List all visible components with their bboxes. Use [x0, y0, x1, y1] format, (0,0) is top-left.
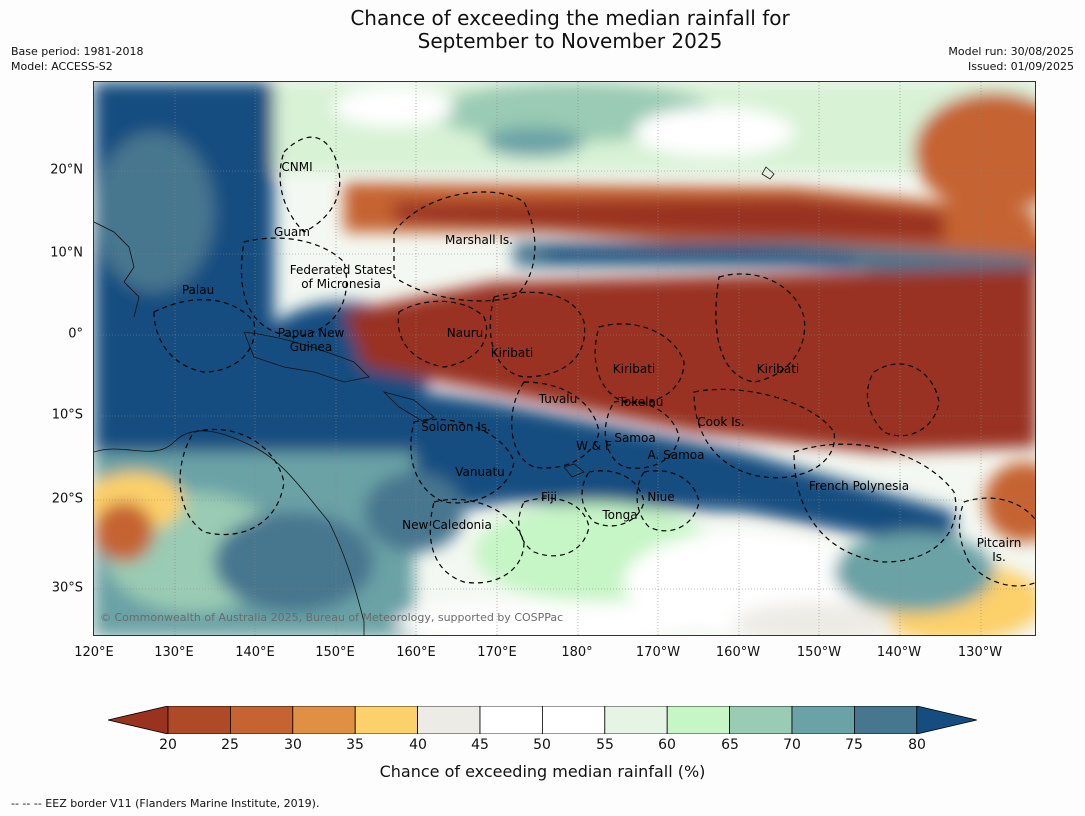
colorbar-tick-20: 20	[159, 737, 177, 753]
region-label-vanuatu: Vanuatu	[455, 465, 505, 479]
issued-date: Issued: 01/09/2025	[967, 60, 1074, 73]
region-label-new-caledonia: New Caledonia	[402, 518, 492, 532]
lon-label-160w: 160°W	[715, 645, 761, 660]
region-label-tonga: Tonga	[602, 508, 638, 522]
region-label-samoa: Samoa	[614, 431, 656, 445]
eez-footnote: -- -- -- EEZ border V11 (Flanders Marine…	[11, 797, 320, 810]
coastlines	[94, 166, 775, 635]
colorbar-tick-50: 50	[533, 737, 551, 753]
colorbar-tick-75: 75	[845, 737, 863, 753]
lon-label-120e: 120°E	[74, 645, 114, 660]
copyright-notice: © Commonwealth of Australia 2025, Bureau…	[100, 611, 564, 624]
meta-right: Model run: 30/08/2025 Issued: 01/09/2025	[948, 44, 1074, 74]
region-label-cnmi: CNMI	[281, 160, 313, 174]
colorbar-label: Chance of exceeding median rainfall (%)	[379, 762, 706, 781]
model-run: Model run: 30/08/2025	[948, 45, 1074, 58]
lon-label-130w: 130°W	[957, 645, 1003, 660]
colorbar-tick-65: 65	[721, 737, 739, 753]
lon-label-170w: 170°W	[635, 645, 681, 660]
region-label-american-samoa: A. Samoa	[647, 448, 705, 462]
colorbar-tick-25: 25	[221, 737, 239, 753]
colorbar	[108, 706, 977, 734]
colorbar-extend-high	[916, 706, 977, 734]
map-canvas	[94, 82, 1035, 635]
region-label-kiribati-east: Kiribati	[756, 362, 800, 376]
colorbar-tick-40: 40	[409, 737, 427, 753]
region-label-guam: Guam	[274, 225, 310, 239]
region-label-micronesia-line2: of Micronesia	[301, 277, 381, 291]
region-label-tuvalu: Tuvalu	[538, 392, 578, 406]
region-label-palau: Palau	[181, 283, 215, 297]
lon-label-180: 180°	[561, 645, 593, 660]
region-label-cook-islands: Cook Is.	[697, 415, 745, 429]
colorbar-tick-60: 60	[658, 737, 676, 753]
base-period: Base period: 1981-2018	[11, 45, 144, 58]
map-title-line1: Chance of exceeding the median rainfall …	[350, 6, 790, 30]
lat-label-10n: 10°N	[50, 245, 83, 261]
probability-field	[94, 82, 1035, 635]
colorbar-segment	[479, 706, 543, 734]
region-label-niue: Niue	[647, 490, 675, 504]
colorbar-segment	[791, 706, 855, 734]
colorbar-extend-low	[108, 706, 169, 734]
colorbar-segment	[541, 706, 606, 734]
colorbar-segment	[666, 706, 731, 734]
region-label-marshall-islands: Marshall Is.	[445, 233, 513, 247]
region-label-micronesia: Federated States of Micronesia	[290, 263, 392, 291]
lat-label-20s: 20°S	[51, 491, 83, 507]
region-label-kiribati-central: Kiribati	[612, 362, 656, 376]
colorbar-segment	[854, 706, 918, 734]
region-label-pitcairn-line2: Is.	[992, 550, 1006, 564]
lat-label-equator: 0°	[68, 326, 83, 342]
rainfall-map: CNMI Guam Marshall Is. Federated States …	[93, 81, 1036, 636]
colorbar-segment	[604, 706, 668, 734]
colorbar-tick-35: 35	[346, 737, 364, 753]
colorbar-tick-55: 55	[596, 737, 614, 753]
region-label-fiji: Fiji	[540, 490, 558, 504]
lat-label-30s: 30°S	[51, 580, 83, 596]
map-title: Chance of exceeding the median rainfall …	[0, 7, 1085, 53]
lon-label-140e: 140°E	[235, 645, 275, 660]
colorbar-segment	[292, 706, 356, 734]
colorbar-segment	[417, 706, 481, 734]
colorbar-tick-45: 45	[471, 737, 489, 753]
region-label-pitcairn-line1: Pitcairn	[976, 536, 1022, 550]
meta-left: Base period: 1981-2018 Model: ACCESS-S2	[11, 44, 143, 74]
region-label-pitcairn: Pitcairn Is.	[977, 536, 1022, 564]
region-label-png: Papua New Guinea	[278, 326, 345, 354]
model-name: Model: ACCESS-S2	[11, 60, 113, 73]
eez-borders	[153, 136, 1035, 587]
colorbar-segment	[729, 706, 793, 734]
lon-label-150e: 150°E	[315, 645, 355, 660]
colorbar-segment	[230, 706, 294, 734]
lat-label-10s: 10°S	[51, 407, 83, 423]
colorbar-segment	[167, 706, 231, 734]
region-label-png-line2: Guinea	[289, 340, 333, 354]
colorbar-tick-30: 30	[284, 737, 302, 753]
lon-label-170e: 170°E	[477, 645, 517, 660]
lat-label-20n: 20°N	[50, 162, 83, 178]
region-label-kiribati-west: Kiribati	[490, 346, 534, 360]
colorbar-tick-70: 70	[783, 737, 801, 753]
region-label-tokelau: Tokelau	[618, 395, 664, 409]
colorbar-segment	[354, 706, 418, 734]
region-label-nauru: Nauru	[446, 326, 484, 340]
colorbar-tick-80: 80	[908, 737, 926, 753]
region-label-solomon-islands: Solomon Is.	[421, 420, 491, 434]
map-title-line2: September to November 2025	[417, 29, 723, 53]
lon-label-160e: 160°E	[396, 645, 436, 660]
region-label-french-polynesia: French Polynesia	[808, 479, 910, 493]
region-label-wallis-futuna: W & F	[576, 439, 612, 453]
lon-label-140w: 140°W	[876, 645, 922, 660]
lon-label-130e: 130°E	[154, 645, 194, 660]
graticule	[94, 82, 1035, 635]
colorbar-segments	[108, 706, 977, 734]
lon-label-150w: 150°W	[796, 645, 842, 660]
region-label-png-line1: Papua New	[277, 326, 345, 340]
region-label-micronesia-line1: Federated States	[289, 263, 393, 277]
